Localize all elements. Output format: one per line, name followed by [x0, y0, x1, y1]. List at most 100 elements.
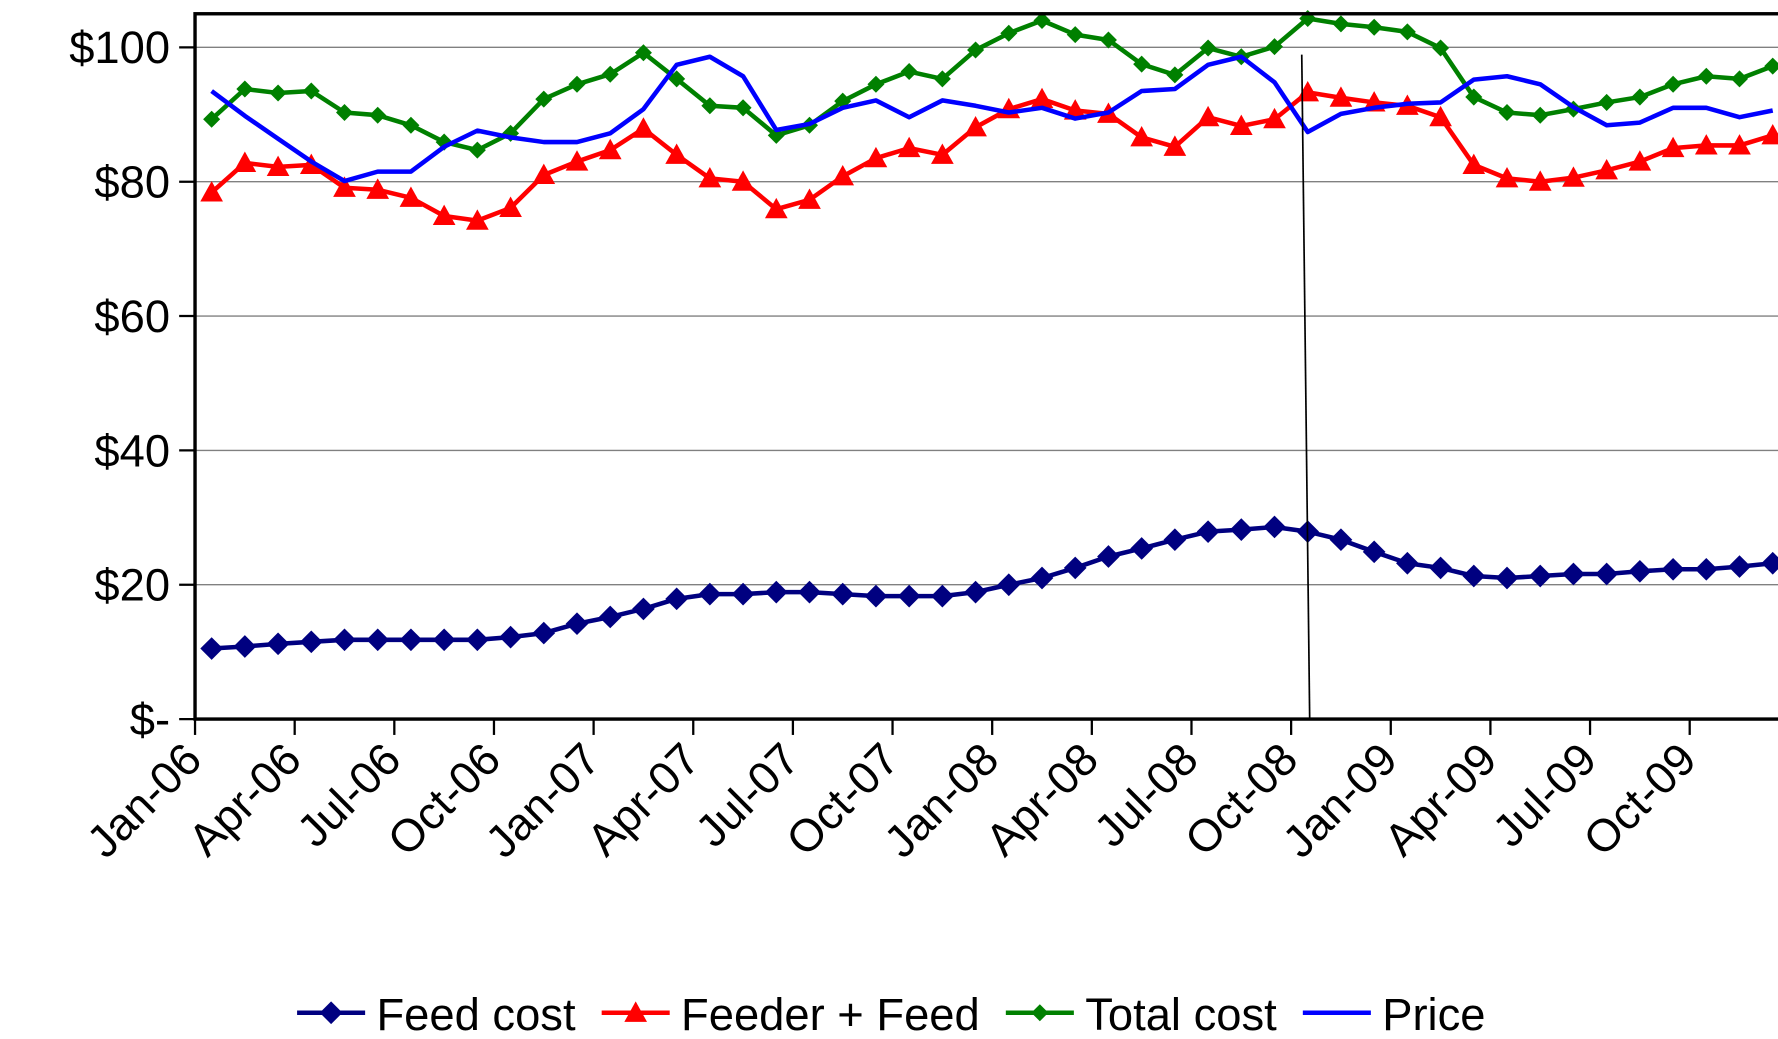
marker	[1365, 18, 1383, 36]
grid	[195, 46, 1778, 586]
marker	[468, 141, 486, 159]
marker	[1429, 105, 1452, 127]
marker	[1163, 135, 1187, 156]
marker	[632, 117, 655, 138]
marker	[466, 209, 489, 230]
marker	[731, 170, 755, 191]
marker	[831, 582, 855, 606]
marker	[1462, 153, 1486, 174]
marker	[369, 106, 387, 124]
y-tick-label: $100	[69, 22, 170, 73]
marker	[466, 628, 489, 652]
marker	[1761, 551, 1778, 575]
marker	[1296, 81, 1320, 102]
marker	[1099, 31, 1117, 49]
x-tick-label: Oct-09	[1574, 733, 1706, 865]
marker	[931, 584, 954, 608]
marker	[1528, 564, 1552, 588]
marker	[701, 97, 719, 115]
y-tick-label: $20	[94, 560, 170, 611]
marker	[598, 138, 622, 160]
marker	[1761, 124, 1778, 145]
legend-marker	[1031, 1004, 1049, 1022]
marker	[302, 82, 320, 100]
marker	[1595, 562, 1618, 586]
legend-marker	[319, 1001, 343, 1025]
marker	[233, 151, 257, 172]
marker	[266, 632, 290, 656]
marker	[1562, 166, 1585, 187]
marker	[831, 164, 855, 186]
marker	[1495, 566, 1519, 590]
marker	[1163, 528, 1187, 552]
marker	[764, 197, 788, 219]
y-tick-label: $-	[130, 694, 170, 745]
marker	[233, 635, 257, 658]
marker	[1362, 540, 1386, 564]
marker	[532, 163, 556, 185]
marker	[665, 587, 688, 611]
marker	[864, 584, 888, 608]
marker	[1462, 564, 1486, 588]
marker	[1196, 520, 1220, 544]
marker	[432, 204, 456, 226]
marker	[1266, 38, 1284, 56]
marker	[399, 628, 423, 652]
marker	[1030, 87, 1054, 109]
marker	[798, 188, 821, 209]
marker	[1731, 70, 1749, 88]
marker	[1332, 15, 1350, 33]
marker	[1728, 555, 1751, 578]
marker	[967, 41, 985, 59]
marker	[1661, 136, 1685, 158]
marker	[335, 104, 354, 122]
marker	[299, 630, 323, 654]
marker	[1429, 556, 1452, 580]
marker	[665, 143, 688, 164]
marker	[1229, 114, 1253, 136]
marker	[731, 582, 755, 606]
legend-marker	[624, 1001, 648, 1022]
legend-label: Price	[1382, 989, 1485, 1039]
marker	[1030, 566, 1054, 590]
marker	[499, 196, 522, 217]
marker	[1664, 75, 1682, 93]
legend: Feed cost Feeder + Feed Total cost Price	[297, 989, 1486, 1039]
y-tick-label: $80	[94, 157, 170, 208]
marker	[1498, 104, 1516, 122]
marker	[399, 186, 423, 207]
marker	[1329, 86, 1353, 107]
annotation-line	[1300, 54, 1311, 720]
marker	[1465, 88, 1483, 106]
marker	[864, 146, 888, 168]
marker	[236, 80, 254, 98]
marker	[634, 44, 652, 62]
marker	[1196, 105, 1220, 127]
legend-label: Total cost	[1085, 989, 1277, 1039]
x-tick-label: Jan-08	[874, 733, 1008, 867]
x-tick-label: Jan-06	[77, 733, 211, 867]
marker	[897, 136, 921, 158]
y-tick-label: $40	[94, 425, 170, 476]
plot	[200, 9, 1778, 660]
marker	[532, 621, 556, 645]
marker	[402, 116, 420, 134]
marker	[1728, 134, 1751, 155]
marker	[366, 628, 390, 652]
marker	[900, 63, 918, 81]
marker	[1263, 515, 1286, 539]
marker	[1329, 528, 1353, 552]
marker	[1229, 518, 1253, 541]
x-tick-label: Jan-07	[476, 733, 610, 867]
legend-label: Feeder + Feed	[681, 989, 980, 1039]
marker	[897, 584, 921, 608]
marker	[1398, 23, 1416, 41]
marker	[1066, 26, 1084, 44]
x-tick-label: Apr-09	[1374, 733, 1506, 865]
marker	[568, 75, 586, 93]
marker	[269, 84, 287, 102]
marker	[333, 628, 356, 652]
marker	[1598, 93, 1616, 111]
marker	[266, 155, 290, 176]
marker	[1166, 66, 1184, 84]
